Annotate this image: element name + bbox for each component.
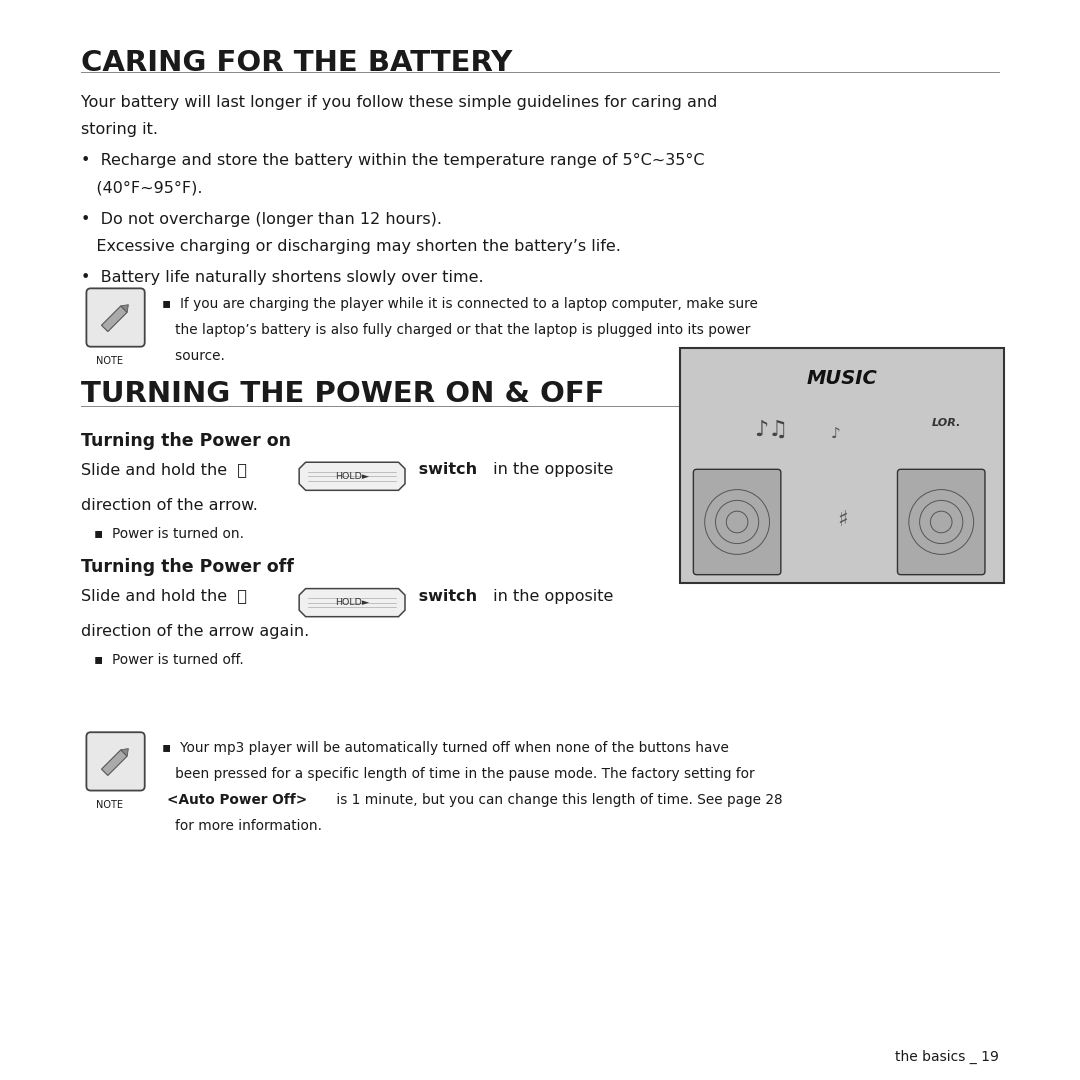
Text: •  Battery life naturally shortens slowly over time.: • Battery life naturally shortens slowly… xyxy=(81,270,484,285)
Text: ▪  Power is turned on.: ▪ Power is turned on. xyxy=(94,527,244,541)
Text: Turning the Power off: Turning the Power off xyxy=(81,558,294,577)
Text: <Auto Power Off>: <Auto Power Off> xyxy=(167,793,308,807)
Polygon shape xyxy=(102,750,127,775)
Text: LOR.: LOR. xyxy=(931,418,961,428)
Text: ♯: ♯ xyxy=(837,510,848,529)
Text: HOLD►: HOLD► xyxy=(335,598,369,607)
Text: the basics _ 19: the basics _ 19 xyxy=(895,1050,999,1064)
Text: Slide and hold the  ⏻: Slide and hold the ⏻ xyxy=(81,462,247,477)
Text: ▪  If you are charging the player while it is connected to a laptop computer, ma: ▪ If you are charging the player while i… xyxy=(162,297,758,311)
Text: ▪  Power is turned off.: ▪ Power is turned off. xyxy=(94,653,244,667)
Polygon shape xyxy=(299,589,405,617)
Text: Excessive charging or discharging may shorten the battery’s life.: Excessive charging or discharging may sh… xyxy=(81,239,621,254)
Polygon shape xyxy=(299,462,405,490)
Text: MUSIC: MUSIC xyxy=(807,369,878,388)
FancyBboxPatch shape xyxy=(86,732,145,791)
Text: Turning the Power on: Turning the Power on xyxy=(81,432,291,450)
Text: is 1 minute, but you can change this length of time. See page 28: is 1 minute, but you can change this len… xyxy=(332,793,782,807)
Text: storing it.: storing it. xyxy=(81,122,158,137)
Text: CARING FOR THE BATTERY: CARING FOR THE BATTERY xyxy=(81,49,512,77)
Text: •  Do not overcharge (longer than 12 hours).: • Do not overcharge (longer than 12 hour… xyxy=(81,212,442,227)
Polygon shape xyxy=(121,305,129,312)
Text: switch: switch xyxy=(413,462,476,477)
Text: •  Recharge and store the battery within the temperature range of 5°C~35°C: • Recharge and store the battery within … xyxy=(81,153,704,168)
Text: ▪  Your mp3 player will be automatically turned off when none of the buttons hav: ▪ Your mp3 player will be automatically … xyxy=(162,741,729,755)
Text: ♪: ♪ xyxy=(831,428,841,443)
FancyBboxPatch shape xyxy=(86,288,145,347)
Polygon shape xyxy=(102,306,127,332)
Text: direction of the arrow again.: direction of the arrow again. xyxy=(81,624,309,639)
Text: been pressed for a specific length of time in the pause mode. The factory settin: been pressed for a specific length of ti… xyxy=(162,767,755,781)
Text: for more information.: for more information. xyxy=(162,819,322,833)
Text: Slide and hold the  ⏻: Slide and hold the ⏻ xyxy=(81,589,247,604)
FancyBboxPatch shape xyxy=(693,470,781,575)
Text: in the opposite: in the opposite xyxy=(488,462,613,477)
Text: direction of the arrow.: direction of the arrow. xyxy=(81,498,258,513)
Text: switch: switch xyxy=(413,589,476,604)
Text: the laptop’s battery is also fully charged or that the laptop is plugged into it: the laptop’s battery is also fully charg… xyxy=(162,323,751,337)
Text: NOTE: NOTE xyxy=(96,800,123,810)
Text: in the opposite: in the opposite xyxy=(488,589,613,604)
Text: HOLD►: HOLD► xyxy=(335,472,369,481)
Text: source.: source. xyxy=(162,349,225,363)
Polygon shape xyxy=(121,748,129,756)
Text: Your battery will last longer if you follow these simple guidelines for caring a: Your battery will last longer if you fol… xyxy=(81,95,717,110)
Text: TURNING THE POWER ON & OFF: TURNING THE POWER ON & OFF xyxy=(81,380,605,408)
Text: (40°F~95°F).: (40°F~95°F). xyxy=(81,180,203,195)
Bar xyxy=(680,348,1004,583)
Text: NOTE: NOTE xyxy=(96,356,123,366)
FancyBboxPatch shape xyxy=(897,470,985,575)
Text: ♪♫: ♪♫ xyxy=(754,420,788,441)
